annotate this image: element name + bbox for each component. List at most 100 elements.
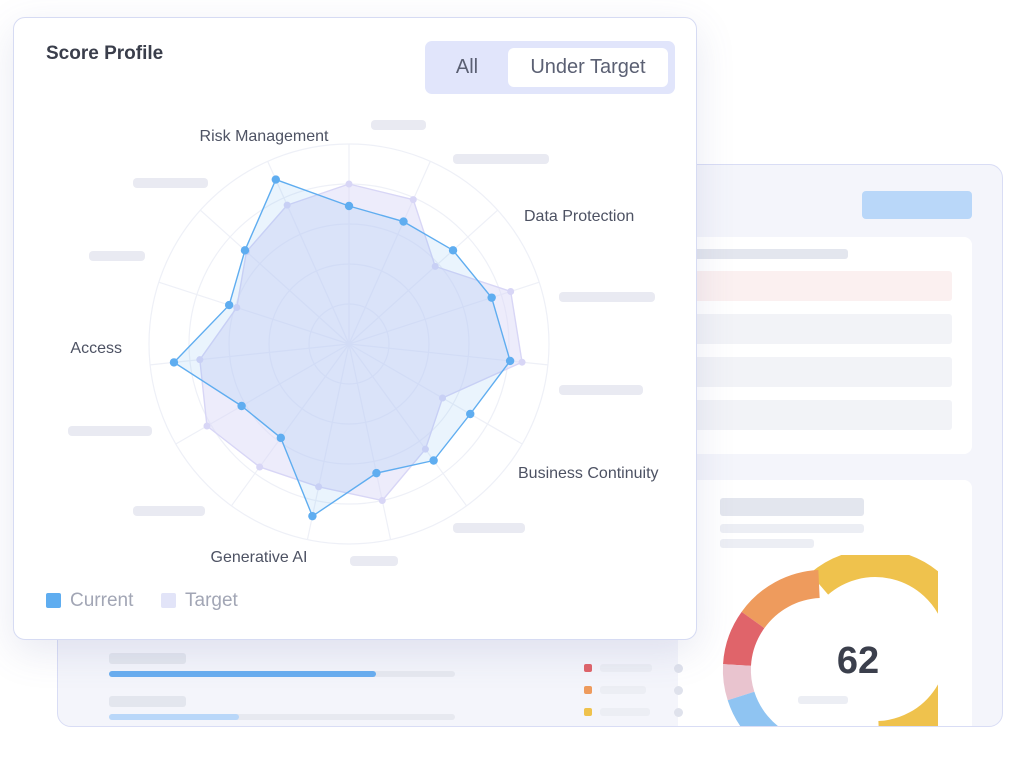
gauge-segment <box>741 570 821 629</box>
placeholder-bar <box>720 498 864 516</box>
placeholder-bar <box>600 686 646 694</box>
axis-label-generative-ai: Generative AI <box>211 549 308 566</box>
progress-fill <box>109 671 376 677</box>
series-target-point <box>283 201 291 209</box>
radar-chart: Risk Management Data Protection Access Busi… <box>68 120 659 566</box>
series-target-area <box>199 183 523 502</box>
series-current-point <box>240 246 250 255</box>
series-target-point <box>409 196 417 204</box>
placeholder-bar <box>600 664 652 672</box>
axis-label-placeholder <box>133 506 205 516</box>
axis-label-data-protection: Data Protection <box>524 208 634 225</box>
card-title: Score Profile <box>46 43 164 64</box>
series-current-point <box>237 401 246 411</box>
series-current-point <box>271 175 280 184</box>
series-current-point <box>224 300 234 310</box>
placeholder-bar <box>600 708 650 716</box>
series-target-point <box>378 497 386 505</box>
grid-spoke <box>348 343 392 540</box>
list-item <box>688 400 952 430</box>
series-target-point <box>233 304 241 312</box>
filter-all-button[interactable]: All <box>455 56 479 78</box>
series-target-point <box>203 422 211 430</box>
score-gauge <box>722 555 938 726</box>
axis-label-placeholder <box>350 556 398 566</box>
series-target-point <box>196 356 204 364</box>
series-current-point <box>429 456 438 465</box>
legend-swatch <box>584 686 592 694</box>
score-value: 62 <box>836 640 880 682</box>
axis-label-placeholder <box>371 120 426 130</box>
axis-label-risk-management: Risk Management <box>200 128 330 145</box>
placeholder-bar <box>109 696 186 707</box>
grid-spoke <box>348 343 548 366</box>
progress-fill <box>109 714 239 720</box>
axis-label-placeholder <box>559 385 643 395</box>
series-target-point <box>518 358 526 366</box>
list-item <box>688 314 952 344</box>
axis-label-placeholder <box>559 292 655 302</box>
axis-label-business-continuity: Business Continuity <box>518 465 659 482</box>
series-target-point <box>345 180 353 188</box>
placeholder-bar <box>798 696 848 704</box>
legend-current-label: Current <box>70 590 134 611</box>
legend-dot <box>674 686 683 695</box>
axis-label-placeholder <box>89 251 145 261</box>
placeholder-bar <box>720 524 864 533</box>
series-current-point <box>448 246 458 255</box>
legend-swatch <box>584 708 592 716</box>
legend-swatch <box>584 664 592 672</box>
series-current-area <box>173 178 511 517</box>
series-current-point <box>276 433 286 443</box>
series-target-point <box>315 483 323 491</box>
gauge-segment <box>727 691 778 726</box>
axis-label-placeholder <box>133 178 208 188</box>
series-current-point <box>399 217 408 226</box>
accent-button-placeholder[interactable] <box>862 191 972 219</box>
series-target-point <box>439 394 447 402</box>
series-current-point <box>466 409 475 419</box>
gauge-segment <box>723 611 765 667</box>
placeholder-bar <box>109 653 186 664</box>
series-target-point <box>256 463 264 471</box>
grid-spoke <box>348 343 523 445</box>
grid-spoke <box>348 343 468 507</box>
grid-spoke <box>306 343 350 540</box>
grid-spoke <box>348 161 431 345</box>
legend-target-swatch <box>161 593 176 608</box>
grid-spoke <box>199 209 350 345</box>
series-target-point <box>507 287 515 295</box>
legend-target-label: Target <box>185 590 238 611</box>
series-current-point <box>372 468 381 478</box>
axis-label-placeholder <box>453 154 549 164</box>
filter-under-target-button[interactable]: Under Target <box>508 48 668 87</box>
axis-label-placeholder <box>68 426 152 436</box>
legend-current-swatch <box>46 593 61 608</box>
grid-spoke <box>150 343 350 366</box>
series-current-point <box>505 356 515 366</box>
gauge-segment <box>722 664 755 701</box>
progress-track <box>109 714 455 720</box>
grid-spoke <box>267 161 350 345</box>
axis-label-placeholder <box>453 523 525 533</box>
grid-spoke <box>348 209 499 345</box>
list-item <box>688 357 952 387</box>
risk-list-card <box>678 237 972 454</box>
series-current-point <box>487 293 496 302</box>
gauge-segment <box>809 555 938 726</box>
placeholder-bar <box>688 249 848 259</box>
filter-toggle: All Under Target <box>425 41 675 94</box>
series-target-point <box>431 262 439 270</box>
grid-spoke <box>230 343 350 507</box>
grid-spoke <box>158 281 350 345</box>
series-current-point <box>308 511 317 521</box>
placeholder-bar <box>720 539 814 548</box>
legend-dot <box>674 708 683 717</box>
legend-dot <box>674 664 683 673</box>
axis-label-access: Access <box>70 340 122 357</box>
series-target-point <box>421 445 429 453</box>
series-current-point <box>169 358 179 367</box>
score-profile-card: Score Profile All Under Target Risk Mana… <box>13 17 697 640</box>
list-item <box>688 271 952 301</box>
series-current-point <box>344 201 354 211</box>
